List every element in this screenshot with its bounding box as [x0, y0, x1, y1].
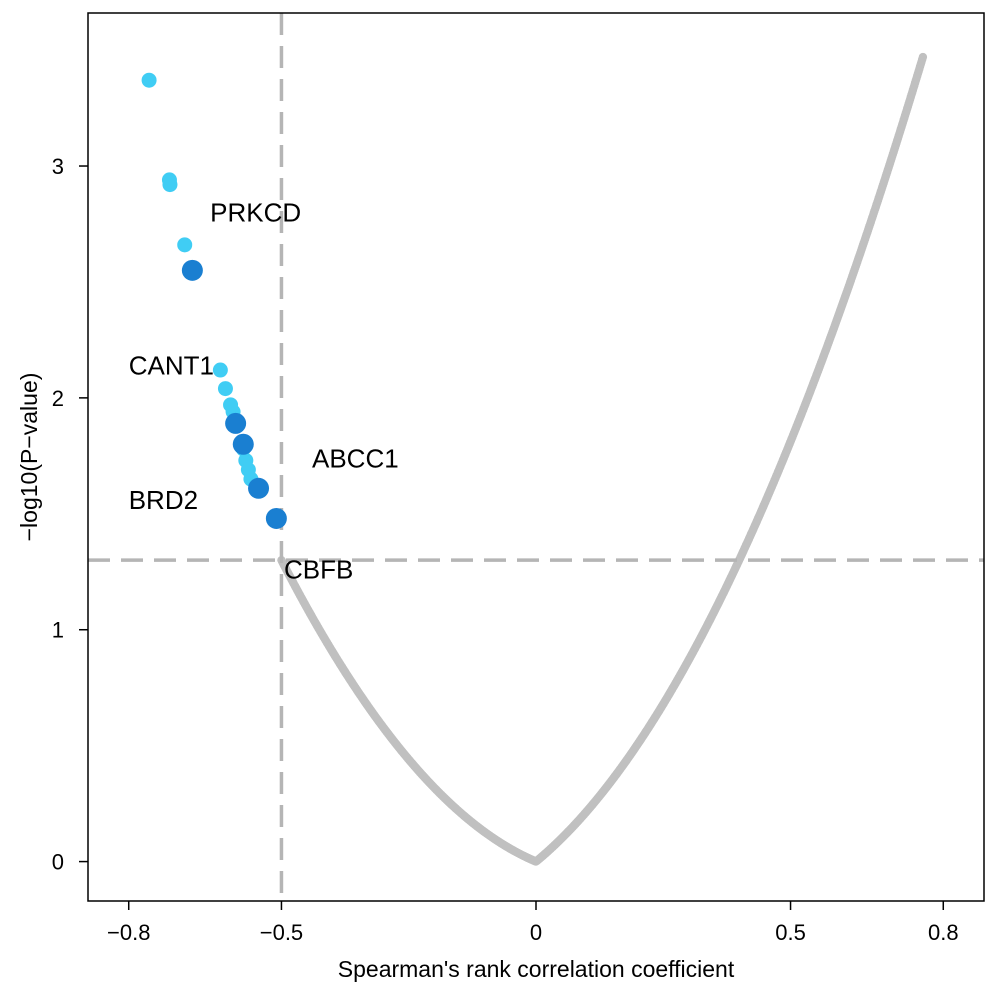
x-axis-ticks: −0.8 −0.5 0 0.5 0.8: [107, 901, 959, 945]
highlighted-point: [265, 507, 287, 529]
significant-point: [177, 237, 193, 253]
y-tick-label: 2: [52, 386, 64, 411]
gene-label: PRKCD: [210, 198, 301, 228]
x-tick-label: 0.8: [928, 920, 959, 945]
x-tick-label: −0.5: [260, 920, 303, 945]
highlighted-point: [225, 412, 247, 434]
highlighted-points-layer: [181, 259, 287, 529]
plot-background: [88, 13, 984, 901]
x-tick-label: 0.5: [775, 920, 806, 945]
significant-point: [212, 362, 228, 378]
background-point: [918, 52, 928, 62]
highlighted-point: [248, 477, 270, 499]
x-axis-title: Spearman's rank correlation coefficient: [338, 956, 735, 982]
y-axis-title: −log10(P−value): [16, 373, 42, 542]
y-tick-label: 0: [52, 850, 64, 875]
significant-point: [217, 381, 233, 397]
threshold-lines: [88, 13, 984, 901]
highlighted-point: [181, 259, 203, 281]
x-tick-label: −0.8: [107, 920, 150, 945]
y-tick-label: 3: [52, 154, 64, 179]
highlighted-point: [232, 433, 254, 455]
significant-point: [141, 72, 157, 88]
gene-label: CBFB: [284, 555, 353, 585]
y-tick-label: 1: [52, 618, 64, 643]
gene-label: CANT1: [129, 351, 214, 381]
background-points-layer: [277, 52, 928, 866]
gene-annotations: PRKCD CANT1 ABCC1 BRD2 CBFB: [129, 198, 399, 585]
y-axis-ticks: 0 1 2 3: [52, 154, 88, 875]
significant-point: [162, 177, 178, 193]
gene-label: BRD2: [129, 485, 198, 515]
x-tick-label: 0: [530, 920, 542, 945]
gene-label: ABCC1: [312, 443, 399, 473]
